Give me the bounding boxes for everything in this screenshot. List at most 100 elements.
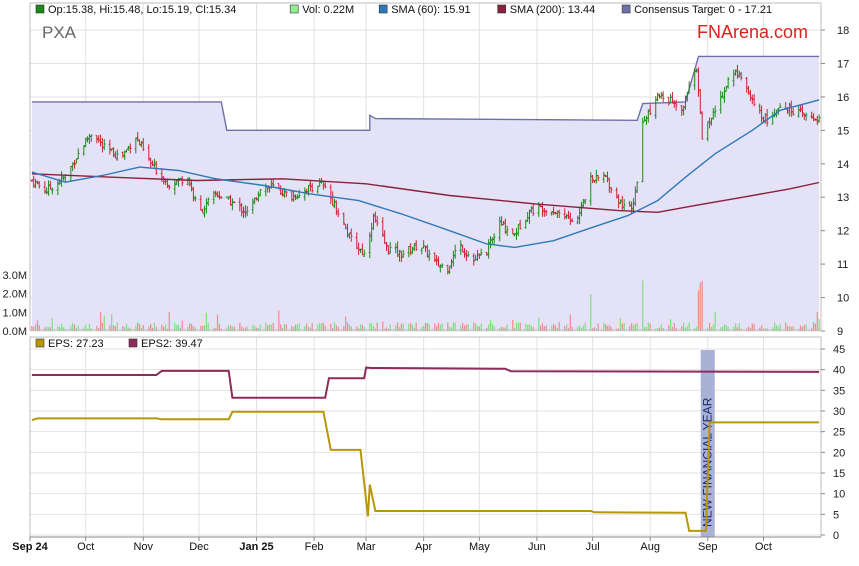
volume-bar — [681, 326, 683, 331]
volume-bar — [60, 323, 63, 331]
volume-bar — [447, 322, 449, 331]
volume-bar — [168, 311, 170, 331]
volume-bar — [450, 327, 453, 331]
price-y-axis: 18 17 16 15 14 13 12 11 10 9 — [821, 25, 849, 338]
volume-y-axis: 3.0M 2.0M 1.0M 0.0M — [3, 270, 27, 338]
volume-bar — [176, 324, 178, 331]
volume-bar — [460, 325, 462, 331]
volume-bar — [818, 319, 820, 331]
volume-bar — [142, 324, 144, 331]
volume-bar — [280, 324, 282, 331]
volume-bar — [567, 327, 570, 331]
volume-bar — [501, 326, 503, 331]
x-tick-label: Apr — [415, 541, 432, 553]
volume-bar — [317, 324, 319, 331]
volume-bar — [488, 324, 490, 331]
eps-legend: EPS: 27.23 EPS2: 39.47 — [35, 338, 203, 350]
volume-bar — [343, 326, 345, 331]
eps-tick-label: 20 — [833, 447, 845, 459]
volume-bar — [291, 325, 293, 331]
volume-bar — [96, 325, 98, 331]
legend-swatch-vol — [289, 4, 299, 14]
volume-bar — [369, 323, 371, 331]
volume-bar — [283, 324, 285, 331]
volume-bar — [371, 323, 373, 331]
volume-bar — [623, 323, 625, 331]
volume-bar — [669, 319, 672, 331]
volume-bar — [723, 324, 726, 331]
volume-bar — [174, 323, 176, 331]
volume-bar — [812, 322, 815, 331]
volume-bar — [816, 311, 818, 331]
volume-tick-label: 0.0M — [3, 326, 27, 338]
volume-bar — [437, 322, 440, 331]
volume-bar — [647, 322, 649, 331]
volume-bar — [83, 327, 85, 331]
volume-bar — [759, 327, 761, 331]
sma200-line — [31, 173, 820, 214]
sma60-line — [31, 99, 820, 249]
volume-bar — [779, 324, 781, 331]
volume-bar — [270, 324, 272, 331]
x-tick-label: Sep — [698, 541, 718, 553]
legend-swatch-sma60 — [378, 4, 388, 14]
volume-bar — [241, 326, 243, 331]
volume-bar — [673, 323, 675, 331]
volume-bar — [504, 327, 506, 331]
volume-bar — [463, 325, 466, 331]
volume-bar — [749, 327, 752, 331]
new-financial-year-band — [700, 350, 715, 537]
volume-bar — [395, 325, 397, 331]
price-panel-frame — [29, 2, 822, 331]
volume-bar — [337, 327, 339, 331]
volume-bar — [452, 322, 454, 331]
volume-bar — [799, 325, 802, 331]
volume-bar — [246, 326, 248, 331]
volume-bar — [708, 322, 711, 331]
volume-bar — [177, 324, 180, 331]
volume-bar — [721, 326, 724, 331]
volume-bar — [540, 325, 542, 331]
volume-bar — [306, 323, 308, 331]
volume-bar — [153, 323, 156, 331]
volume-bar — [99, 311, 102, 331]
volume-bar — [506, 324, 508, 331]
volume-bar — [790, 326, 792, 331]
volume-bar — [233, 326, 235, 331]
volume-bar — [335, 325, 337, 331]
volume-bar — [491, 323, 493, 331]
volume-bar — [786, 326, 789, 331]
volume-bar — [517, 323, 519, 331]
volume-bar — [538, 317, 540, 331]
volume-bar — [582, 325, 584, 331]
volume-bar — [727, 326, 729, 331]
volume-bar — [122, 326, 124, 331]
volume-bar — [72, 322, 74, 331]
volume-bar — [85, 324, 87, 331]
volume-bar — [684, 327, 687, 331]
volume-bar — [151, 327, 154, 331]
volume-bar — [605, 324, 607, 331]
price-legend: Op:15.38, Hi:15.48, Lo:15.19, Cl:15.34 Vo… — [35, 4, 772, 16]
volume-bar — [597, 323, 599, 331]
eps-tick-label: 45 — [833, 344, 845, 356]
volume-bar — [229, 325, 232, 331]
volume-bar — [348, 324, 350, 331]
volume-bar — [434, 323, 436, 331]
volume-bar — [525, 323, 527, 331]
volume-bar — [514, 327, 516, 331]
price-tick-label: 17 — [837, 58, 849, 70]
volume-bar — [734, 323, 737, 331]
volume-bar — [436, 326, 438, 331]
volume-bar — [710, 326, 713, 331]
legend-label-eps2: EPS2: 39.47 — [141, 338, 203, 350]
volume-bar — [231, 326, 233, 331]
price-tick-label: 9 — [837, 326, 843, 338]
legend-label-target: Consensus Target: 0 - 17.21 — [634, 4, 772, 16]
volume-bar — [476, 325, 479, 331]
volume-bar — [543, 326, 545, 331]
volume-bar — [268, 324, 271, 331]
volume-bar — [155, 327, 157, 331]
volume-bar — [753, 324, 755, 331]
volume-bar — [694, 327, 696, 331]
